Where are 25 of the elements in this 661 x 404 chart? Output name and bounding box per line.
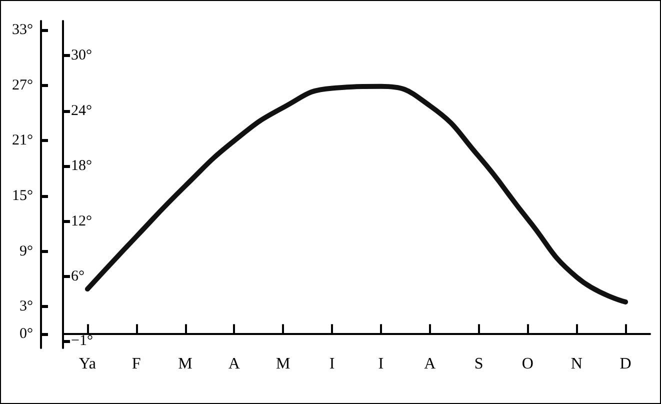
x-tick-label: F [132,356,141,372]
y-tick-label: 9° [20,243,33,260]
x-tick-label: S [474,356,484,372]
y2-tick-label: 18° [71,158,92,174]
y2-tick-label: 24° [71,102,92,119]
x-tick-label: Ya [78,356,96,372]
x-tick-label: M [178,356,192,372]
x-tick-label: A [424,356,436,372]
y-tick-label: 3° [20,298,33,315]
y-tick-label: 33° [12,22,33,38]
x-tick-label: A [228,356,240,372]
y-tick-label: 0° [20,326,33,342]
x-tick-label: N [570,356,583,372]
y2-tick-label: −1° [71,333,93,350]
x-tick-label: I [378,356,384,372]
x-tick-label: I [329,356,335,372]
y2-tick-label: 6° [71,268,84,285]
y-tick-label: 21° [12,132,33,149]
x-tick-label: O [522,356,534,372]
y-tick-label: 27° [12,77,33,94]
x-tick-label: D [620,356,632,372]
y2-tick-label: 12° [71,213,92,230]
x-tick-label: M [276,356,290,372]
y2-tick-label: 30° [71,48,92,64]
y-tick-label: 15° [12,188,33,204]
